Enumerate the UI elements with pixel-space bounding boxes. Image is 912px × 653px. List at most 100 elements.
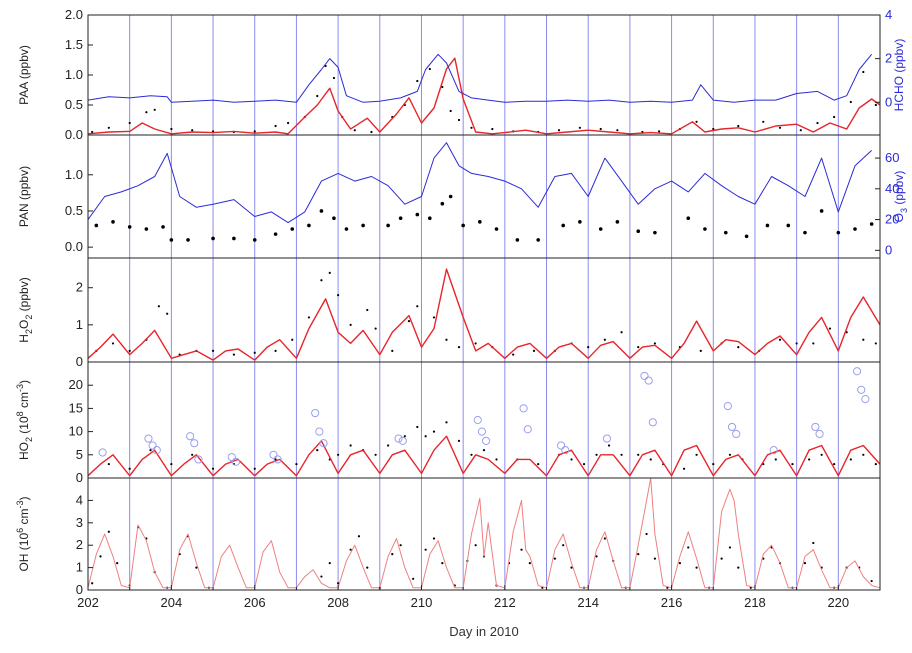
- ho2-circle-point: [732, 429, 741, 439]
- pan-data-point: [361, 223, 365, 228]
- oh-data-point: [687, 546, 690, 549]
- panel-ho2: [87, 367, 881, 477]
- ho2-data-point: [149, 449, 152, 452]
- ho2-data-point: [695, 453, 698, 456]
- pan-y-tick-label: 0.5: [65, 203, 83, 218]
- x-tick-label: 220: [827, 595, 849, 610]
- paa-data-point: [491, 127, 494, 131]
- oh-data-point: [320, 575, 323, 578]
- oh-data-point: [337, 582, 340, 585]
- oh-data-point: [357, 535, 361, 538]
- h2o2-data-point: [512, 353, 515, 356]
- paa-y-tick-label: 1.5: [65, 37, 83, 52]
- pan-data-point: [536, 238, 540, 242]
- oh-data-point: [570, 566, 573, 569]
- paa-data-point: [799, 129, 802, 132]
- pan-data-point: [344, 227, 349, 231]
- paa-series-secondary: [87, 53, 873, 103]
- oh-data-point: [399, 544, 402, 547]
- ho2-data-point: [457, 439, 461, 442]
- hourly-grid-lines: [129, 15, 839, 590]
- h2o2-data-point: [337, 294, 340, 297]
- h2o2-series-model: [87, 268, 881, 361]
- pan-data-point: [428, 216, 432, 221]
- panel-pan-axes: 0.0 0.5 1.0 PAN (ppbv) 0 20 40 60 O3​ (ppbv): [17, 134, 909, 259]
- oh-data-point: [737, 566, 740, 569]
- oh-y-tick-label: 4: [76, 492, 83, 507]
- pan-right-y-tick-label: 20: [885, 212, 899, 227]
- ho2-circle-point: [519, 404, 528, 413]
- pan-data-point: [478, 220, 482, 224]
- h2o2-data-point: [416, 305, 419, 308]
- ho2-data-point: [416, 425, 419, 429]
- paa-right-y-tick-label: 2: [885, 51, 892, 66]
- ho2-data-point: [445, 421, 448, 424]
- h2o2-data-point: [374, 327, 377, 330]
- x-tick-label: 206: [244, 595, 266, 610]
- x-tick-label: 216: [661, 595, 683, 610]
- ho2-data-point: [570, 458, 573, 461]
- ho2-circle-point: [398, 436, 407, 445]
- h2o2-data-point: [253, 351, 256, 354]
- panel-paa: [87, 53, 881, 135]
- pan-data-point: [819, 209, 824, 213]
- pan-right-y-tick-label: 60: [885, 150, 899, 165]
- pan-data-point: [211, 236, 215, 241]
- oh-y-tick-label: 3: [76, 515, 83, 530]
- h2o2-data-point: [699, 349, 702, 352]
- paa-data-point: [274, 124, 277, 128]
- h2o2-data-point: [812, 342, 815, 345]
- paa-data-point: [470, 126, 473, 129]
- ho2-data-point: [482, 449, 486, 452]
- ho2-circle-point: [648, 418, 657, 427]
- oh-data-point: [528, 562, 531, 565]
- ho2-y-tick-label: 0: [76, 470, 83, 485]
- oh-data-point: [116, 562, 119, 565]
- h2o2-data-point: [157, 305, 160, 308]
- pan-data-point: [653, 230, 657, 235]
- h2o2-data-point: [391, 349, 394, 352]
- h2o2-data-point: [232, 353, 235, 356]
- oh-data-point: [812, 541, 815, 545]
- ho2-data-point: [582, 462, 586, 466]
- pan-y-axis-title: PAN (ppbv): [17, 166, 31, 227]
- pan-data-point: [111, 220, 115, 224]
- paa-data-point: [128, 121, 131, 125]
- x-tick-label: 208: [327, 595, 349, 610]
- ho2-data-point: [728, 453, 732, 456]
- pan-data-point: [744, 234, 749, 239]
- ho2-data-point: [374, 453, 377, 456]
- ho2-circle-point: [644, 376, 653, 385]
- paa-data-point: [712, 127, 715, 131]
- h2o2-data-point: [328, 271, 331, 274]
- h2o2-data-point: [653, 342, 657, 345]
- oh-data-point: [441, 562, 444, 565]
- h2o2-data-point: [366, 308, 369, 312]
- h2o2-data-point: [620, 331, 623, 334]
- x-tick-label: 218: [744, 595, 766, 610]
- pan-right-y-tick-label: 0: [885, 242, 892, 257]
- pan-data-point: [494, 227, 499, 231]
- ho2-circle-point: [602, 434, 612, 443]
- paa-data-point: [416, 79, 419, 83]
- oh-data-point: [366, 566, 369, 569]
- ho2-data-point: [849, 458, 852, 461]
- data-layer: [87, 53, 881, 589]
- pan-y-tick-label: 1.0: [65, 167, 83, 182]
- ho2-circle-point: [227, 453, 236, 462]
- x-tick-label: 212: [494, 595, 516, 610]
- paa-data-point: [457, 118, 461, 122]
- ho2-data-point: [649, 458, 652, 461]
- ho2-circle-point: [815, 429, 824, 439]
- h2o2-data-point: [778, 338, 782, 341]
- paa-data-point: [370, 130, 373, 134]
- oh-data-point: [328, 562, 331, 565]
- pan-data-point: [786, 223, 791, 228]
- x-tick-label: 202: [77, 595, 99, 610]
- paa-data-point: [449, 109, 452, 113]
- h2o2-data-point: [474, 342, 477, 345]
- ho2-data-point: [874, 462, 877, 466]
- ho2-circle-point: [152, 446, 161, 455]
- oh-data-point: [553, 557, 556, 560]
